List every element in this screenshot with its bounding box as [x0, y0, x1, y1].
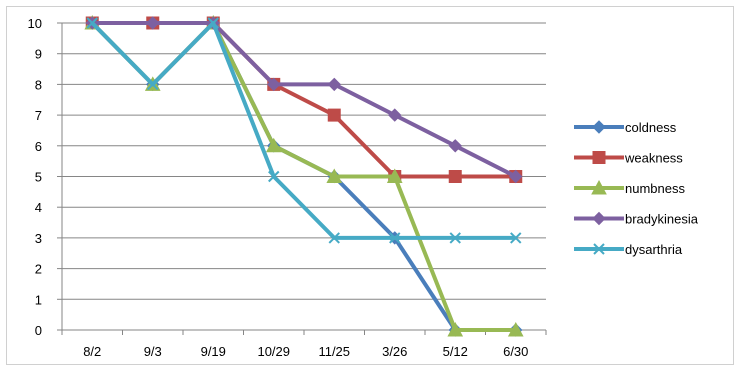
legend-marker — [592, 151, 606, 164]
y-tick-label: 10 — [28, 16, 42, 31]
data-point — [509, 169, 523, 184]
legend-label: numbness — [625, 181, 685, 196]
series-line — [92, 21, 516, 179]
legend-label: dysarthria — [625, 242, 683, 257]
y-tick-label: 0 — [35, 323, 42, 338]
x-tick-label: 5/12 — [443, 344, 468, 359]
series-line — [90, 21, 516, 240]
chart-frame — [6, 6, 734, 365]
x-axis-ticks: 8/2 9/3 9/19 10/29 11/25 3/26 5/12 6/30 — [61, 330, 547, 359]
y-tick-label: 5 — [35, 170, 42, 185]
y-tick-label: 2 — [35, 262, 42, 277]
series-line — [92, 21, 517, 179]
data-point — [328, 232, 340, 244]
data-point — [207, 17, 219, 29]
y-tick-label: 9 — [35, 47, 42, 62]
y-axis-ticks: 0 1 2 3 4 5 6 7 8 9 10 — [28, 16, 62, 338]
y-tick-label: 1 — [35, 292, 42, 307]
legend-item-bradykinesia: bradykinesia — [574, 212, 699, 227]
y-tick-label: 3 — [35, 231, 42, 246]
series-weakness — [85, 16, 523, 183]
data-point — [147, 78, 159, 91]
data-point — [388, 108, 402, 122]
data-point — [326, 168, 343, 183]
series-lines — [84, 14, 524, 337]
series-dysarthria — [86, 17, 522, 244]
data-point — [449, 232, 461, 244]
data-point — [86, 17, 98, 29]
y-tick-label: 7 — [35, 108, 42, 123]
legend-item-weakness: weakness — [574, 151, 683, 166]
x-tick-label: 3/26 — [382, 344, 407, 359]
x-tick-label: 8/2 — [83, 344, 101, 359]
data-point — [268, 170, 280, 183]
legend-marker — [592, 120, 606, 134]
data-point — [510, 232, 522, 244]
x-tick-label: 9/3 — [144, 344, 162, 359]
legend-item-coldness: coldness — [574, 120, 677, 135]
data-point — [265, 137, 282, 153]
data-point — [146, 16, 160, 30]
y-tick-label: 6 — [35, 139, 42, 154]
y-tick-label: 8 — [35, 77, 42, 92]
data-point — [386, 168, 403, 183]
data-point — [507, 321, 524, 337]
legend-marker — [592, 211, 606, 226]
legend-item-dysarthria: dysarthria — [574, 242, 683, 257]
data-point — [447, 321, 464, 337]
legend-marker — [591, 179, 607, 195]
legend-label: coldness — [625, 120, 677, 135]
legend: coldness weakness numbness bradykinesia dysa… — [574, 120, 699, 257]
data-point — [327, 77, 341, 92]
x-tick-label: 9/19 — [201, 344, 226, 359]
x-tick-label: 10/29 — [257, 344, 290, 359]
data-point — [327, 108, 341, 122]
x-tick-label: 11/25 — [318, 344, 350, 359]
legend-label: weakness — [624, 151, 683, 166]
y-tick-label: 4 — [35, 200, 42, 215]
legend-item-numbness: numbness — [574, 179, 685, 196]
data-point — [389, 232, 401, 244]
data-point — [267, 77, 281, 92]
data-point — [448, 139, 462, 153]
legend-label: bradykinesia — [625, 212, 699, 227]
legend-marker — [593, 243, 605, 255]
data-point — [448, 170, 462, 183]
x-tick-label: 6/30 — [503, 344, 528, 359]
